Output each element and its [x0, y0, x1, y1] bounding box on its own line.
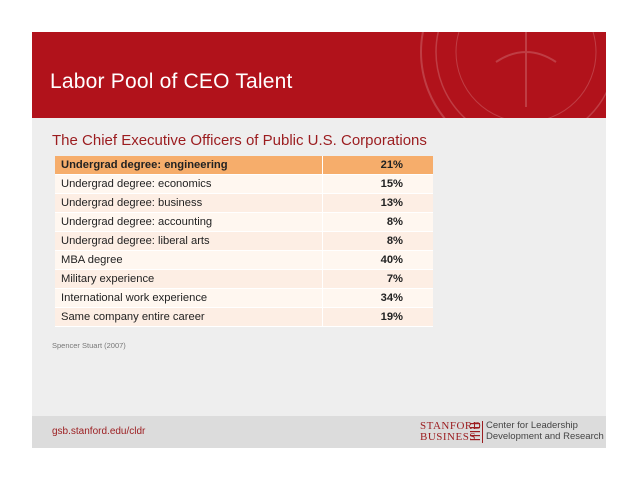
table-row: Same company entire career 19%	[55, 307, 433, 327]
row-value: 8%	[322, 212, 433, 232]
table-row: Undergrad degree: liberal arts 8%	[55, 231, 433, 251]
logo-divider	[482, 421, 483, 443]
data-table: Undergrad degree: engineering 21% Underg…	[55, 156, 433, 327]
slide: Labor Pool of CEO Talent The Chief Execu…	[32, 32, 606, 448]
row-value: 15%	[322, 174, 433, 194]
logo-school-mark-icon	[470, 423, 480, 441]
row-label: International work experience	[55, 288, 323, 308]
table-row: MBA degree 40%	[55, 250, 433, 270]
row-value: 8%	[322, 231, 433, 251]
center-name: Center for Leadership Development and Re…	[486, 420, 604, 442]
row-value: 21%	[322, 156, 433, 175]
logo-business: BUSINESS	[420, 431, 476, 443]
row-value: 34%	[322, 288, 433, 308]
row-value: 19%	[322, 307, 433, 327]
footer-bar: gsb.stanford.edu/cldr STANFORD BUSINESS …	[32, 416, 606, 448]
source-note: Spencer Stuart (2007)	[52, 341, 126, 350]
row-value: 40%	[322, 250, 433, 270]
row-label: Undergrad degree: accounting	[55, 212, 323, 232]
center-line-2: Development and Research	[486, 431, 604, 442]
stanford-business-logo: STANFORD BUSINESS Center for Leadership …	[420, 420, 604, 444]
footer-url-link[interactable]: gsb.stanford.edu/cldr	[52, 426, 146, 437]
row-label: Undergrad degree: liberal arts	[55, 231, 323, 251]
row-label: Same company entire career	[55, 307, 323, 327]
page-title: Labor Pool of CEO Talent	[50, 70, 293, 93]
table-row: Undergrad degree: accounting 8%	[55, 212, 433, 232]
row-label: Military experience	[55, 269, 323, 289]
subtitle: The Chief Executive Officers of Public U…	[52, 132, 427, 149]
table-row: Undergrad degree: engineering 21%	[55, 156, 433, 175]
row-label: Undergrad degree: economics	[55, 174, 323, 194]
table-row: Undergrad degree: business 13%	[55, 193, 433, 213]
row-label: Undergrad degree: business	[55, 193, 323, 213]
table-row: Undergrad degree: economics 15%	[55, 174, 433, 194]
center-line-1: Center for Leadership	[486, 420, 578, 431]
table-row: Military experience 7%	[55, 269, 433, 289]
header-bar: Labor Pool of CEO Talent	[32, 32, 606, 118]
row-label: Undergrad degree: engineering	[55, 156, 323, 175]
table-row: International work experience 34%	[55, 288, 433, 308]
row-value: 13%	[322, 193, 433, 213]
row-value: 7%	[322, 269, 433, 289]
logo-school-text	[470, 422, 480, 443]
row-label: MBA degree	[55, 250, 323, 270]
stanford-seal-icon	[420, 32, 606, 118]
logo-stanford: STANFORD	[420, 420, 482, 432]
